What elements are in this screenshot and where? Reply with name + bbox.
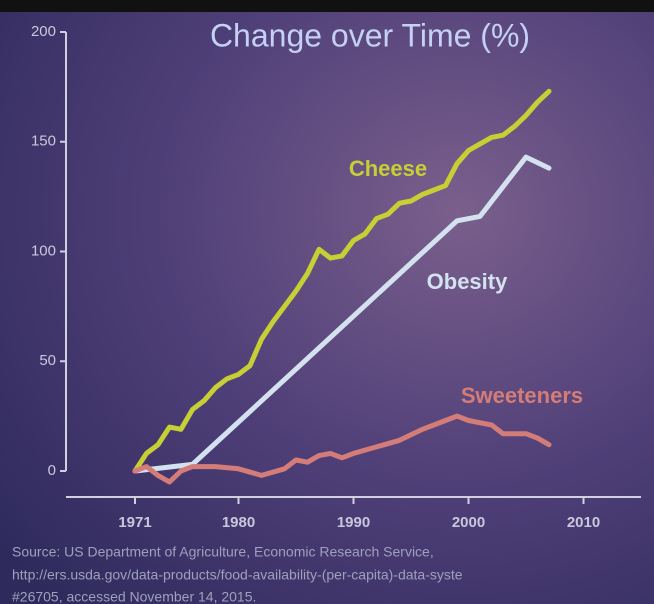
series-label: Obesity [427, 269, 508, 294]
y-tick-label: 50 [39, 352, 56, 369]
x-tick-label: 2010 [567, 514, 600, 531]
background [0, 0, 654, 604]
y-tick-label: 0 [48, 462, 56, 479]
y-tick-label: 200 [31, 23, 56, 40]
x-tick-label: 1990 [337, 514, 370, 531]
x-tick-label: 1980 [222, 514, 255, 531]
y-tick-label: 100 [31, 242, 56, 259]
chart-title: Change over Time (%) [210, 17, 530, 53]
x-tick-label: 1971 [118, 514, 151, 531]
y-tick-label: 150 [31, 133, 56, 150]
top-bar [0, 0, 654, 12]
source-line: http://ers.usda.gov/data-products/food-a… [12, 567, 463, 583]
series-label: Cheese [349, 156, 427, 181]
source-line: #26705, accessed November 14, 2015. [12, 589, 256, 604]
x-tick-label: 2000 [452, 514, 485, 531]
source-line: Source: US Department of Agriculture, Ec… [12, 544, 434, 560]
chart: Change over Time (%) Source: US Departme… [0, 0, 654, 604]
series-label: Sweeteners [461, 383, 583, 408]
